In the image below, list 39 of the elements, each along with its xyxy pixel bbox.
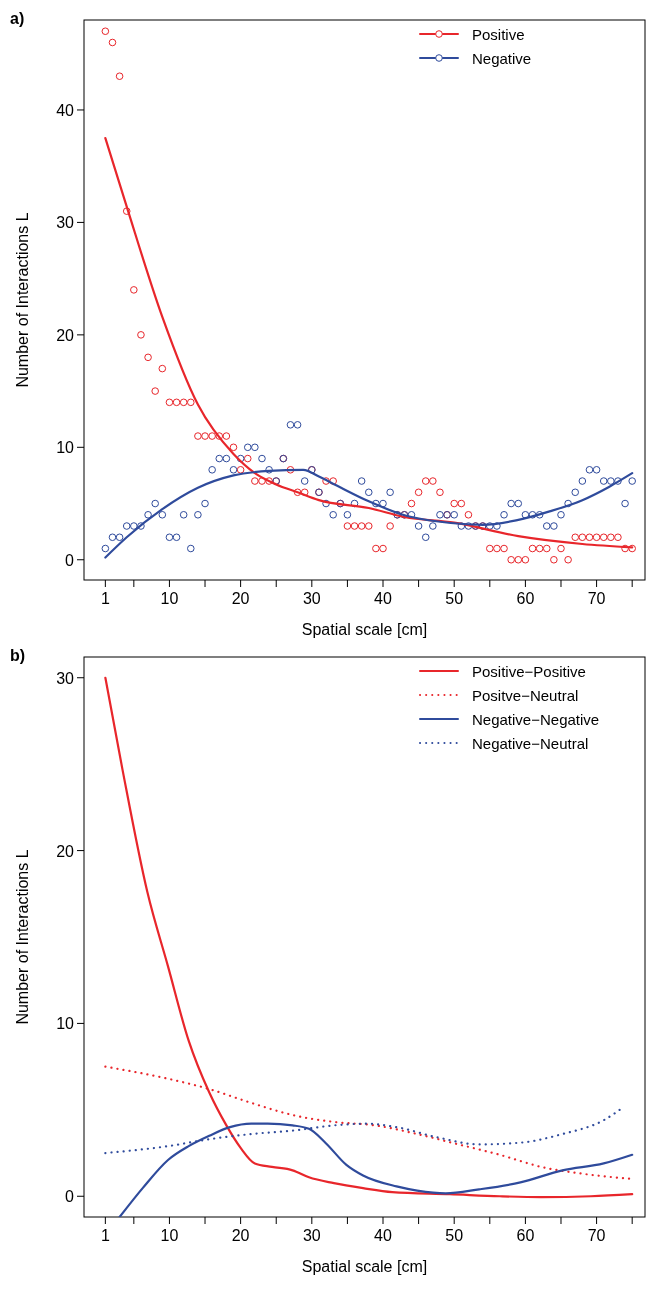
y-tick-label: 20 xyxy=(56,842,75,860)
x-tick-label: 20 xyxy=(231,590,250,607)
x-tick-label: 1 xyxy=(100,1227,110,1244)
legend-label: Negative xyxy=(472,50,532,67)
x-tick-label: 70 xyxy=(587,590,606,607)
x-axis-title: Spatial scale [cm] xyxy=(301,621,428,638)
legend-label: Negative−Neutral xyxy=(472,735,589,752)
x-tick-label: 10 xyxy=(160,1227,179,1244)
y-tick-label: 30 xyxy=(56,214,75,232)
chart-title: a) xyxy=(10,10,25,27)
y-tick-label: 30 xyxy=(56,669,75,687)
x-tick-label: 40 xyxy=(374,1227,393,1244)
x-tick-label: 60 xyxy=(516,1227,535,1244)
chart-title: b) xyxy=(10,647,26,664)
x-tick-label: 1 xyxy=(100,590,110,607)
legend-label: Negative−Negative xyxy=(472,711,600,728)
x-tick-label: 70 xyxy=(587,1227,606,1244)
y-tick-label: 40 xyxy=(56,101,75,119)
x-axis-title: Spatial scale [cm] xyxy=(301,1258,428,1275)
x-tick-label: 30 xyxy=(302,1227,321,1244)
legend-label: Positve−Neutral xyxy=(472,687,579,704)
y-tick-label: 0 xyxy=(65,551,75,569)
y-axis-title: Number of Interactions L xyxy=(14,212,31,388)
y-axis-title: Number of Interactions L xyxy=(14,849,31,1025)
y-tick-label: 10 xyxy=(56,439,75,457)
line-series xyxy=(104,676,634,1199)
y-tick-label: 10 xyxy=(56,1015,75,1033)
x-tick-label: 10 xyxy=(160,590,179,607)
legend-label: Positive−Positive xyxy=(472,663,586,680)
y-tick-label: 0 xyxy=(65,1188,75,1206)
y-tick-label: 20 xyxy=(56,326,75,344)
line-series xyxy=(104,468,634,559)
x-tick-label: 30 xyxy=(302,590,321,607)
x-tick-label: 40 xyxy=(374,590,393,607)
x-tick-label: 20 xyxy=(231,1227,250,1244)
x-tick-label: 50 xyxy=(445,590,464,607)
x-tick-label: 60 xyxy=(516,590,535,607)
legend-label: Positive xyxy=(472,26,525,43)
x-tick-label: 50 xyxy=(445,1227,464,1244)
